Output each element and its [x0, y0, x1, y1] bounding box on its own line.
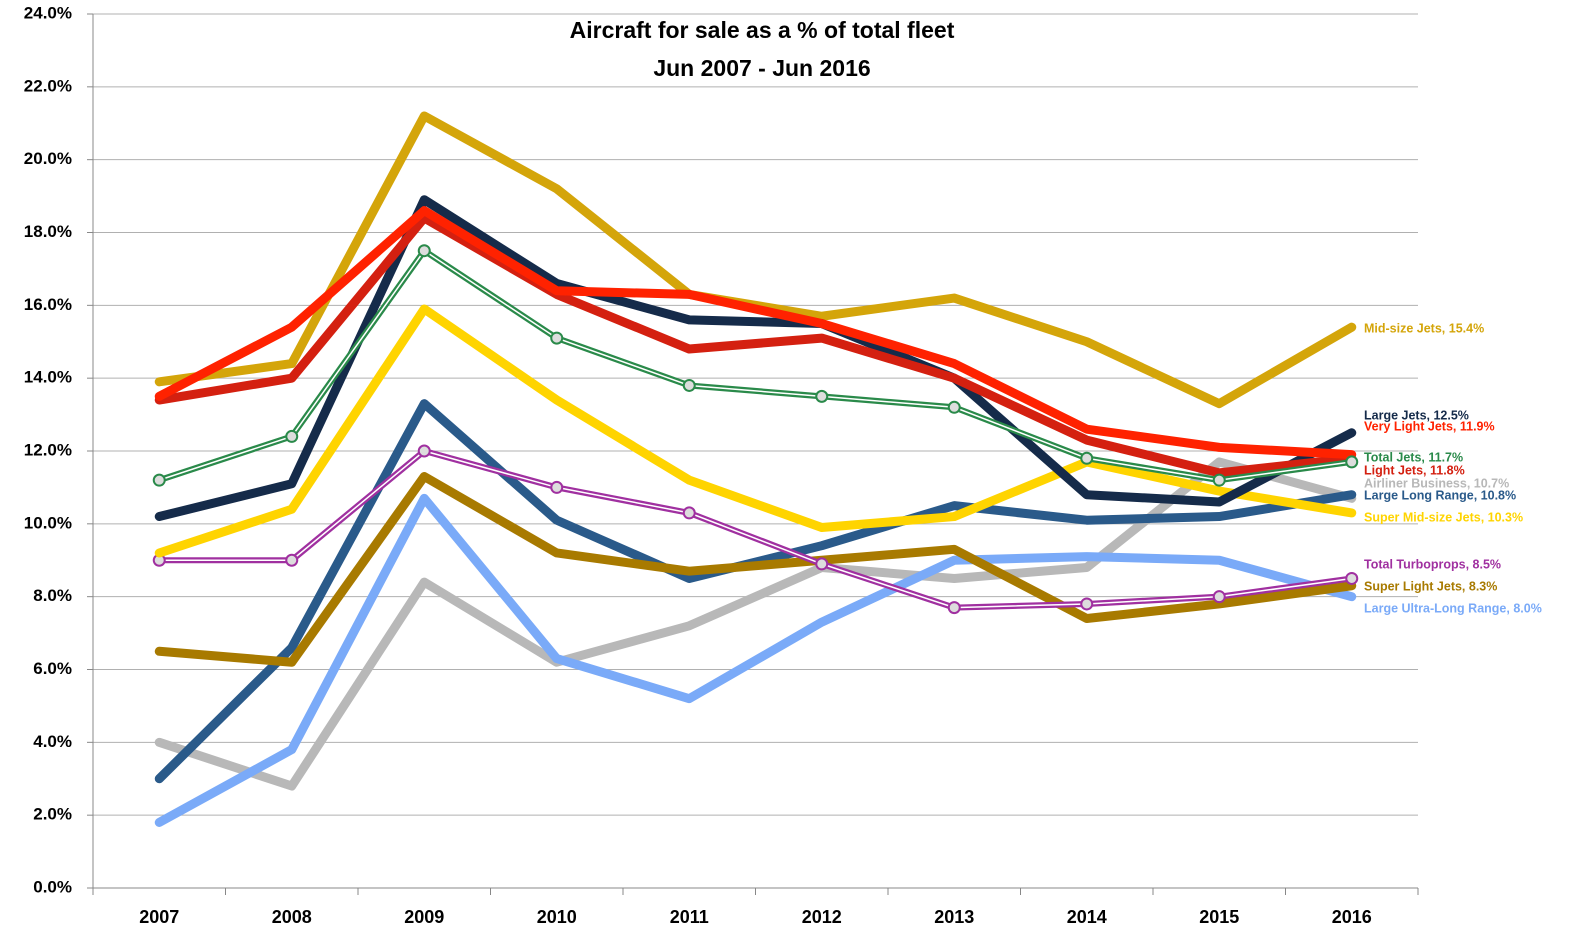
x-tick-label: 2013 — [934, 907, 974, 927]
series-label: Light Jets, 11.8% — [1364, 463, 1465, 477]
y-tick-label: 12.0% — [24, 440, 72, 459]
y-tick-label: 14.0% — [24, 368, 72, 387]
series-marker — [947, 601, 961, 615]
series-line-inner — [159, 450, 1352, 609]
y-tick-label: 10.0% — [24, 513, 72, 532]
series-label: Very Light Jets, 11.9% — [1364, 419, 1495, 433]
series-marker — [1345, 571, 1359, 585]
y-tick-label: 22.0% — [24, 76, 72, 95]
series-marker — [1080, 451, 1094, 465]
x-tick-label: 2009 — [404, 907, 444, 927]
series-marker — [1212, 473, 1226, 487]
series-label: Total Jets, 11.7% — [1364, 450, 1463, 464]
series-label: Super Mid-size Jets, 10.3% — [1364, 510, 1523, 524]
series-line — [154, 206, 1357, 460]
x-tick-label: 2015 — [1199, 907, 1239, 927]
y-tick-label: 8.0% — [33, 586, 72, 605]
x-tick-label: 2016 — [1332, 907, 1372, 927]
x-tick-label: 2014 — [1067, 907, 1107, 927]
series-marker — [1345, 455, 1359, 469]
series-marker — [1080, 597, 1094, 611]
series-marker — [285, 429, 299, 443]
series-marker — [550, 480, 564, 494]
y-tick-label: 18.0% — [24, 222, 72, 241]
y-tick-label: 24.0% — [24, 3, 72, 22]
series-marker — [550, 331, 564, 345]
series-marker — [417, 244, 431, 258]
series-line-inner — [159, 249, 1352, 481]
series-marker — [815, 389, 829, 403]
y-tick-label: 4.0% — [33, 732, 72, 751]
series-label: Mid-size Jets, 15.4% — [1364, 321, 1484, 335]
series-marker — [1212, 590, 1226, 604]
y-tick-label: 2.0% — [33, 805, 72, 824]
y-tick-label: 6.0% — [33, 659, 72, 678]
chart-title: Aircraft for sale as a % of total fleet — [570, 17, 955, 43]
y-tick-label: 16.0% — [24, 295, 72, 314]
series-line — [154, 457, 1357, 791]
x-tick-label: 2010 — [537, 907, 577, 927]
series-marker — [682, 506, 696, 520]
series-marker — [152, 473, 166, 487]
series-line — [154, 471, 1357, 667]
series-marker — [947, 400, 961, 414]
x-tick-label: 2007 — [139, 907, 179, 927]
x-tick-label: 2011 — [670, 907, 709, 927]
series-marker — [682, 378, 696, 392]
series-marker — [285, 553, 299, 567]
series-label: Total Turboprops, 8.5% — [1364, 557, 1501, 571]
series-line — [154, 111, 1357, 409]
x-tick-label: 2008 — [272, 907, 312, 927]
series-label: Large Jets, 12.5% — [1364, 408, 1469, 422]
series-line — [154, 213, 1357, 478]
series-label: Large Long Range, 10.8% — [1364, 488, 1516, 502]
series-line — [154, 195, 1357, 522]
series-label: Airliner Business, 10.7% — [1364, 476, 1509, 490]
series-marker — [417, 444, 431, 458]
series-line — [154, 493, 1357, 827]
series-marker — [815, 557, 829, 571]
x-tick-label: 2012 — [802, 907, 842, 927]
series-line — [154, 304, 1357, 558]
y-tick-label: 20.0% — [24, 149, 72, 168]
chart-subtitle: Jun 2007 - Jun 2016 — [653, 55, 870, 81]
series-label: Large Ultra-Long Range, 8.0% — [1364, 601, 1542, 615]
series-label: Super Light Jets, 8.3% — [1364, 579, 1497, 593]
y-tick-label: 0.0% — [33, 877, 72, 896]
